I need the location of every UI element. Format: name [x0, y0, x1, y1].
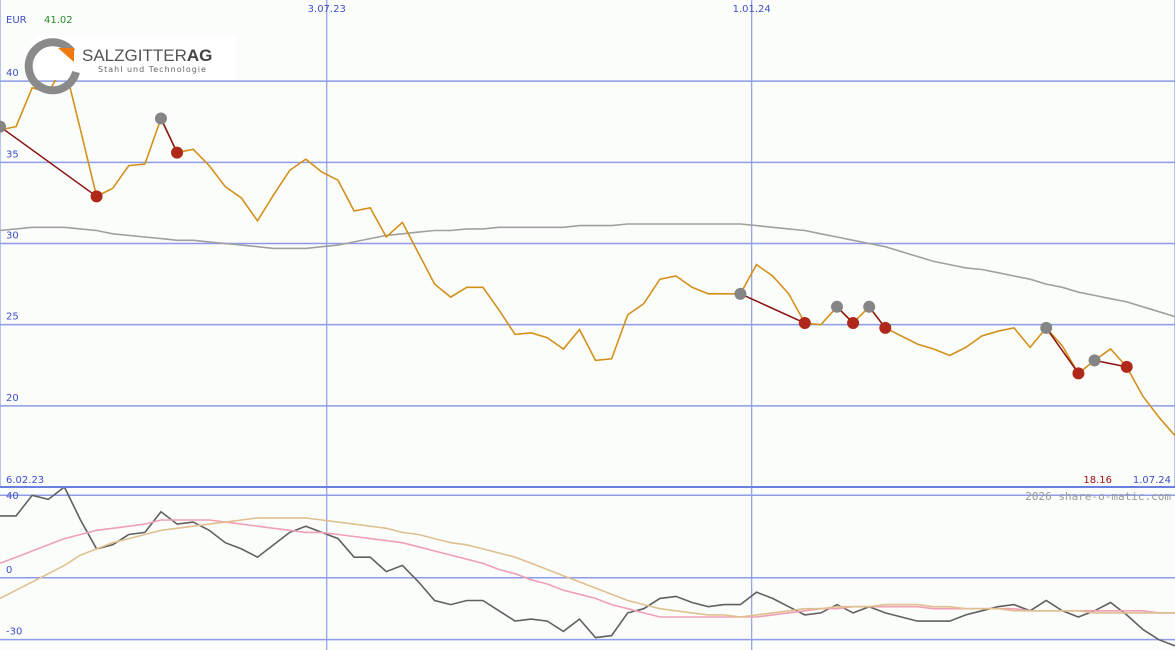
- signal-start: [1040, 321, 1053, 334]
- credit: 2026 share-o-matic.com: [1025, 490, 1171, 503]
- series-line: [0, 517, 1175, 618]
- logo-arc: [24, 38, 80, 95]
- high-label: 41.02: [44, 15, 73, 26]
- signal-start: [830, 300, 843, 313]
- signal-link: [160, 118, 178, 153]
- signal-link: [1045, 327, 1080, 374]
- signal-end: [847, 317, 860, 330]
- signal-end: [171, 146, 184, 159]
- y-tick-label: 25: [6, 312, 19, 323]
- y-tick-label: 40: [6, 491, 19, 502]
- series-line: [0, 223, 1175, 318]
- series-line: [0, 62, 1175, 437]
- logo-suffix: AG: [187, 46, 213, 65]
- y-tick-label: 30: [6, 231, 19, 242]
- signal-start: [734, 287, 747, 300]
- x-tick-label: 6.02.23: [6, 475, 44, 486]
- logo-background: [36, 36, 236, 80]
- y-tick-label: 35: [6, 149, 19, 160]
- y-tick-label: -30: [6, 627, 22, 638]
- logo-triangle: [58, 48, 74, 62]
- signal-start: [0, 120, 6, 133]
- signal-end: [90, 190, 103, 203]
- series-line: [0, 485, 1175, 647]
- x-tick-label: 3.07.23: [308, 4, 346, 15]
- last-label: 18.16: [1083, 475, 1112, 486]
- logo: SALZGITTERAG Stahl und Technologie: [24, 36, 236, 95]
- logo-tagline: Stahl und Technologie: [98, 65, 207, 74]
- signal-end: [879, 321, 892, 334]
- signal-end: [798, 317, 811, 330]
- y-tick-label: 40: [6, 68, 19, 79]
- signal-link: [0, 126, 98, 198]
- logo-name-text: SALZGITTER: [82, 46, 187, 65]
- x-tick-label: 1.01.24: [733, 4, 771, 15]
- y-tick-label: 20: [6, 393, 19, 404]
- signal-start: [1088, 354, 1101, 367]
- x-tick-label: 1.07.24: [1133, 475, 1171, 486]
- unit-label: EUR: [6, 15, 27, 26]
- signal-link: [740, 293, 806, 324]
- y-tick-label: 0: [6, 565, 12, 576]
- signal-start: [863, 300, 876, 313]
- signal-end: [1072, 367, 1085, 380]
- logo-name: SALZGITTERAG: [82, 46, 212, 65]
- signal-start: [154, 112, 167, 125]
- signal-end: [1120, 360, 1133, 373]
